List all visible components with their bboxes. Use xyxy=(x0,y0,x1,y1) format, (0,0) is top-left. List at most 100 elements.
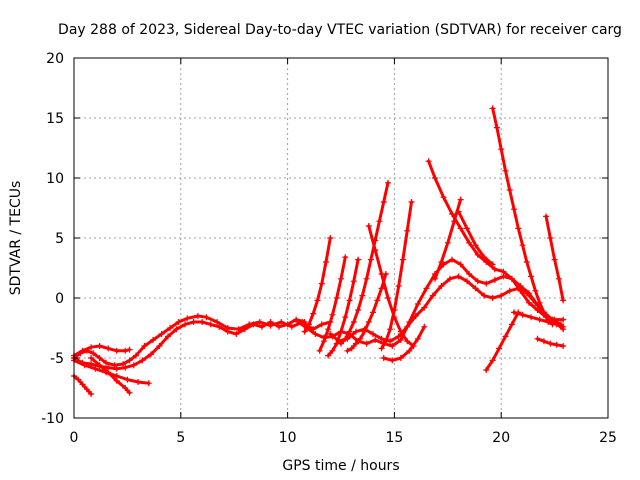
data-point xyxy=(511,206,518,213)
data-point xyxy=(493,124,500,131)
data-point xyxy=(431,275,438,282)
series-s16 xyxy=(380,323,428,364)
data-point xyxy=(122,364,129,371)
data-point xyxy=(327,235,334,241)
data-point xyxy=(397,328,404,335)
data-point xyxy=(310,310,317,317)
data-point xyxy=(96,355,103,361)
data-point xyxy=(532,287,539,294)
data-point xyxy=(508,275,515,282)
data-point xyxy=(483,280,490,287)
data-point xyxy=(372,337,379,343)
data-point xyxy=(363,275,370,282)
series-s19 xyxy=(455,208,496,268)
series-s4 xyxy=(88,355,133,396)
data-point xyxy=(391,307,398,313)
data-point xyxy=(352,340,359,347)
data-point xyxy=(545,319,552,325)
data-point xyxy=(474,278,481,285)
data-point xyxy=(528,273,535,280)
data-point xyxy=(350,319,357,325)
data-point xyxy=(333,295,340,301)
data-point xyxy=(500,268,507,275)
data-point xyxy=(534,335,541,342)
data-point xyxy=(523,259,530,265)
data-point xyxy=(350,278,357,285)
data-point xyxy=(156,343,163,349)
data-point xyxy=(126,346,133,353)
data-point xyxy=(256,319,263,325)
data-point xyxy=(75,376,82,383)
data-point xyxy=(318,280,325,287)
data-point xyxy=(88,361,95,367)
data-point xyxy=(278,319,285,325)
data-point xyxy=(502,333,509,340)
data-point xyxy=(515,225,522,232)
data-point xyxy=(83,386,90,393)
data-point xyxy=(414,335,421,342)
series-line xyxy=(296,258,565,348)
data-point xyxy=(560,316,567,323)
data-point xyxy=(325,326,332,333)
data-point xyxy=(519,242,526,249)
data-point xyxy=(233,331,240,337)
data-point xyxy=(547,235,554,241)
data-point xyxy=(378,335,385,342)
data-point xyxy=(523,290,530,297)
data-point xyxy=(374,297,381,304)
series-s9 xyxy=(301,235,334,335)
data-point xyxy=(397,355,404,361)
data-point xyxy=(395,333,402,340)
data-point xyxy=(472,285,479,292)
data-point xyxy=(175,319,182,325)
data-point xyxy=(376,218,383,225)
data-point xyxy=(551,316,558,323)
data-point xyxy=(534,307,541,313)
series-line xyxy=(72,318,307,371)
data-point xyxy=(444,239,451,246)
y-tick-label: -10 xyxy=(41,411,64,427)
series-s15 xyxy=(378,199,415,352)
data-point xyxy=(348,345,355,352)
series-s6 xyxy=(71,316,308,372)
data-point xyxy=(167,325,174,331)
data-point xyxy=(120,361,127,367)
data-point xyxy=(122,385,129,391)
data-point xyxy=(241,326,248,333)
data-point xyxy=(365,223,372,229)
data-point xyxy=(423,285,430,292)
data-point xyxy=(378,271,385,277)
data-point xyxy=(378,345,385,352)
data-point xyxy=(496,345,503,352)
data-point xyxy=(301,328,308,335)
data-point xyxy=(560,343,567,349)
axis-ticks xyxy=(73,57,609,419)
data-point xyxy=(547,340,554,347)
series-line xyxy=(326,258,360,358)
series-s21 xyxy=(543,213,567,304)
data-point xyxy=(145,380,152,387)
data-point xyxy=(481,292,488,299)
data-point xyxy=(327,331,334,337)
data-point xyxy=(440,194,447,201)
data-point xyxy=(421,304,428,311)
data-point xyxy=(519,311,526,318)
data-point xyxy=(113,347,120,354)
data-point xyxy=(79,359,86,366)
y-tick-label: 5 xyxy=(55,231,64,247)
data-point xyxy=(316,347,323,354)
data-point xyxy=(338,275,344,282)
chart-title: Day 288 of 2023, Sidereal Day-to-day VTE… xyxy=(58,22,622,38)
data-point xyxy=(489,105,496,112)
data-point xyxy=(517,287,524,294)
data-point xyxy=(553,321,560,328)
data-point xyxy=(147,351,154,358)
data-point xyxy=(295,319,302,325)
data-point xyxy=(250,321,257,328)
series-s23 xyxy=(511,309,567,330)
data-point xyxy=(355,256,362,263)
data-point xyxy=(342,314,349,321)
data-point xyxy=(431,175,438,181)
x-tick-label: 0 xyxy=(70,430,79,446)
data-point xyxy=(103,359,110,366)
